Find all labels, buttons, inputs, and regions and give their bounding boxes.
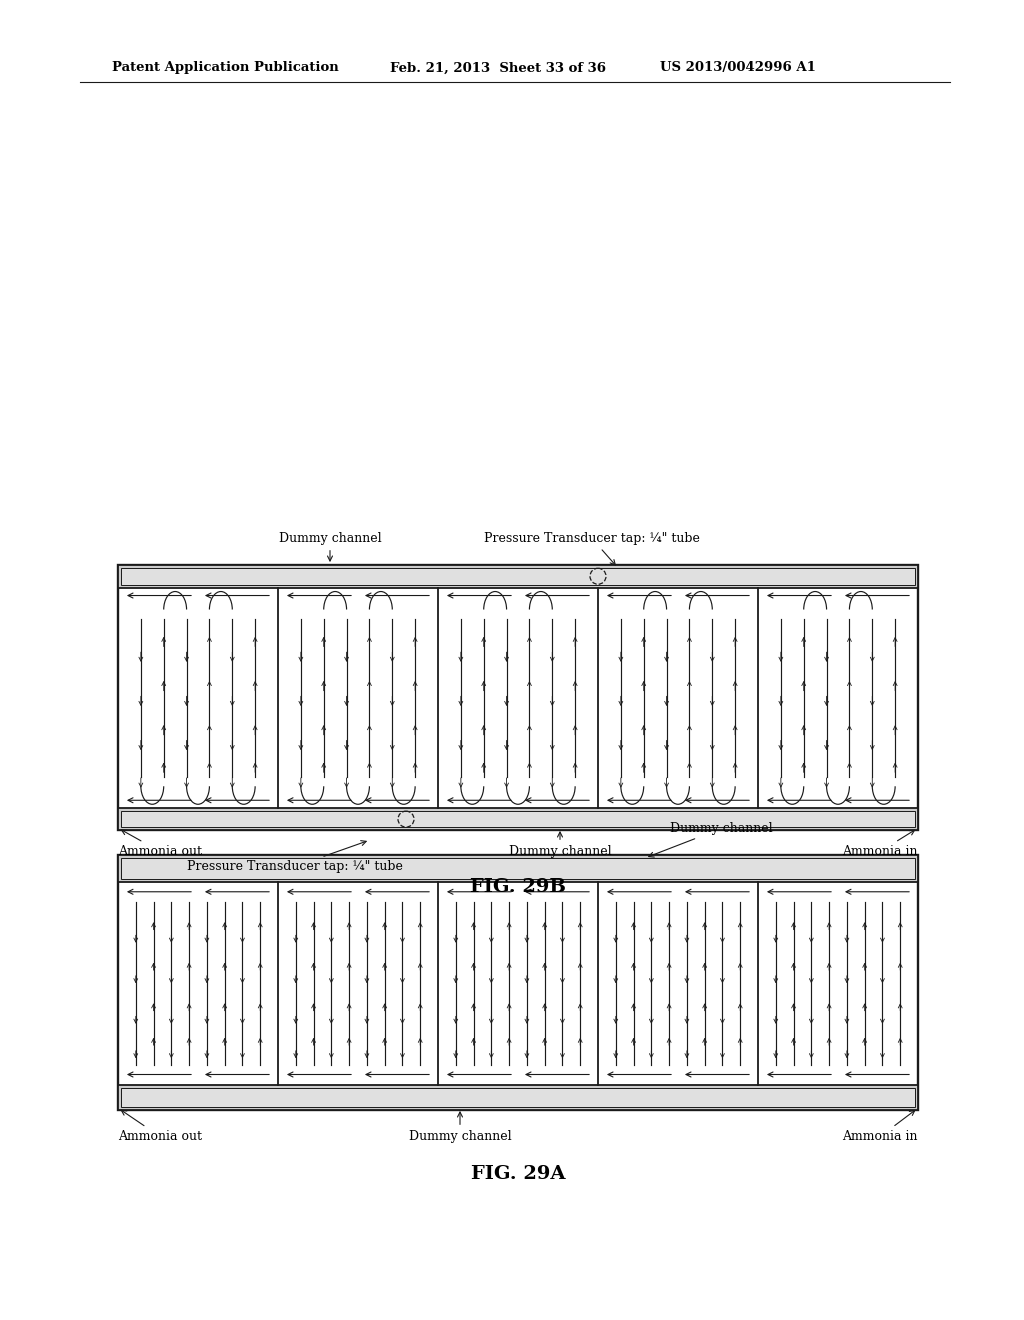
- Text: Feb. 21, 2013  Sheet 33 of 36: Feb. 21, 2013 Sheet 33 of 36: [390, 62, 606, 74]
- Text: Pressure Transducer tap: ¼" tube: Pressure Transducer tap: ¼" tube: [187, 841, 402, 873]
- Text: FIG. 29A: FIG. 29A: [471, 1166, 565, 1183]
- Bar: [118, 1085, 918, 1110]
- Text: Pressure Transducer tap: ¼" tube: Pressure Transducer tap: ¼" tube: [484, 532, 700, 565]
- Bar: [121, 1088, 915, 1107]
- Text: US 2013/0042996 A1: US 2013/0042996 A1: [660, 62, 816, 74]
- Text: Dummy channel: Dummy channel: [279, 532, 381, 561]
- Text: Patent Application Publication: Patent Application Publication: [112, 62, 339, 74]
- Text: Ammonia in: Ammonia in: [843, 1110, 918, 1143]
- Text: Dummy channel: Dummy channel: [649, 822, 773, 857]
- Bar: [121, 812, 915, 828]
- Bar: [118, 855, 918, 882]
- Text: Ammonia out: Ammonia out: [118, 830, 202, 858]
- Bar: [118, 808, 918, 830]
- Text: Ammonia in: Ammonia in: [843, 830, 918, 858]
- Bar: [121, 858, 915, 879]
- Bar: [118, 565, 918, 587]
- Bar: [118, 565, 918, 830]
- Bar: [121, 568, 915, 585]
- Text: Dummy channel: Dummy channel: [409, 1111, 511, 1143]
- Text: FIG. 29B: FIG. 29B: [470, 878, 566, 896]
- Text: Dummy channel: Dummy channel: [509, 832, 611, 858]
- Bar: [118, 855, 918, 1110]
- Text: Ammonia out: Ammonia out: [118, 1110, 202, 1143]
